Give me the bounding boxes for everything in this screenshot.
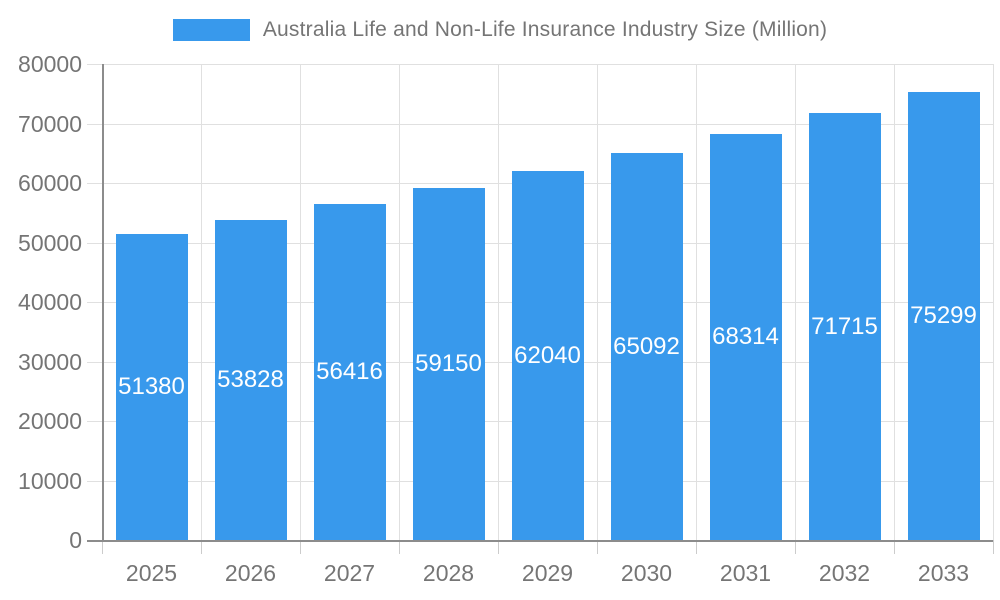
bar-2032: 71715 <box>808 113 881 540</box>
x-axis-tick <box>300 540 301 554</box>
gridline-v <box>399 64 400 540</box>
x-axis-tick <box>993 540 994 554</box>
y-axis-tick-label: 30000 <box>18 349 82 375</box>
legend-label: Australia Life and Non-Life Insurance In… <box>262 18 828 41</box>
x-axis-tick-label: 2026 <box>224 560 277 586</box>
gridline-v <box>894 64 895 540</box>
chart-legend: Australia Life and Non-Life Insurance In… <box>0 18 1000 42</box>
bar-value-label: 71715 <box>811 312 878 340</box>
y-axis-tick-label: 20000 <box>18 408 82 434</box>
bar-value-label: 68314 <box>712 323 779 350</box>
bar-value-label: 75299 <box>910 302 977 329</box>
bar-2026: 53828 <box>214 220 287 540</box>
x-axis-tick <box>597 540 598 554</box>
gridline-v <box>696 64 697 540</box>
gridline-v <box>597 64 598 540</box>
x-axis-tick <box>498 540 499 554</box>
bar-2030: 65092 <box>610 153 683 540</box>
y-axis-tick-label: 70000 <box>18 111 82 137</box>
x-axis-tick <box>894 540 895 554</box>
bar-value-label: 53828 <box>217 366 284 393</box>
x-axis-tick <box>795 540 796 554</box>
y-axis-tick-label: 60000 <box>18 170 82 196</box>
x-axis-tick-label: 2030 <box>620 560 673 586</box>
y-axis-tick-label: 10000 <box>18 468 82 494</box>
gridline-v <box>300 64 301 540</box>
y-axis-tick-label: 40000 <box>18 289 82 315</box>
gridline-v <box>498 64 499 540</box>
x-axis-tick <box>201 540 202 554</box>
x-axis-tick <box>696 540 697 554</box>
gridline-h <box>102 64 993 65</box>
x-axis-tick-label: 2029 <box>521 560 574 586</box>
bar-value-label: 65092 <box>613 332 680 360</box>
bar-value-label: 51380 <box>118 373 185 400</box>
legend-swatch <box>172 19 250 41</box>
y-axis-line <box>102 64 104 540</box>
y-axis-tick <box>87 362 102 363</box>
x-axis-tick-label: 2032 <box>818 560 871 586</box>
x-axis-tick-label: 2027 <box>323 560 376 586</box>
y-axis-tick-label: 50000 <box>18 230 82 256</box>
y-axis-tick <box>87 421 102 422</box>
gridline-v <box>201 64 202 540</box>
y-axis-tick-label: 80000 <box>18 51 82 77</box>
bar-2033: 75299 <box>907 92 980 540</box>
bar-value-label: 62040 <box>514 341 581 369</box>
bar-2025: 51380 <box>115 234 188 540</box>
y-axis-tick <box>87 243 102 244</box>
y-axis-tick <box>87 481 102 482</box>
gridline-h <box>102 124 993 125</box>
gridline-v <box>795 64 796 540</box>
gridline-v <box>993 64 994 540</box>
bar-2029: 62040 <box>511 171 584 540</box>
bar-value-label: 59150 <box>415 350 482 377</box>
y-axis-tick <box>87 64 102 65</box>
y-axis-tick <box>87 302 102 303</box>
x-axis-line <box>87 540 993 542</box>
x-axis-tick-label: 2028 <box>422 560 475 586</box>
x-axis-tick-label: 2033 <box>917 560 970 586</box>
bar-2028: 59150 <box>412 188 485 540</box>
x-axis-tick <box>399 540 400 554</box>
y-axis-tick-label: 0 <box>69 527 82 553</box>
x-axis-tick <box>102 540 103 554</box>
bar-2027: 56416 <box>313 204 386 540</box>
x-axis-tick-label: 2031 <box>719 560 772 586</box>
bar-value-label: 56416 <box>316 358 383 385</box>
x-axis-tick-label: 2025 <box>125 560 178 586</box>
y-axis-tick <box>87 183 102 184</box>
bar-2031: 68314 <box>709 134 782 540</box>
y-axis-tick <box>87 124 102 125</box>
